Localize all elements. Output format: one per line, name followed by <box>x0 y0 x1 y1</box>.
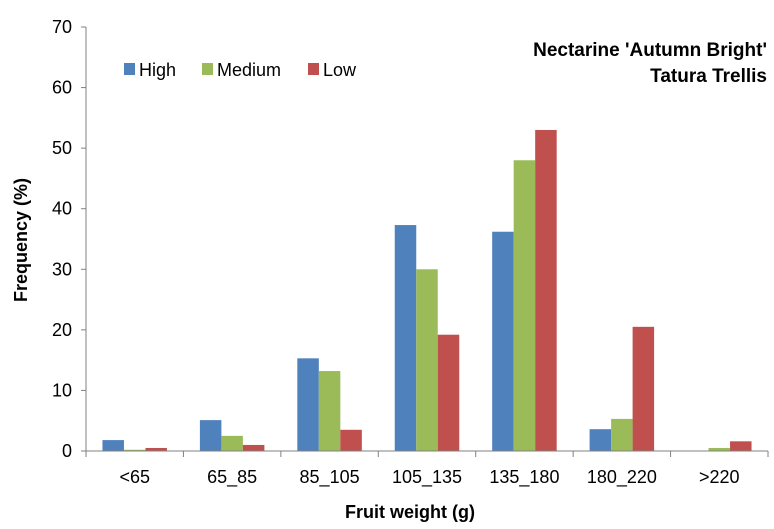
y-tick-label: 30 <box>52 259 72 279</box>
y-tick-label: 60 <box>52 78 72 98</box>
bar-high <box>589 429 612 451</box>
y-tick-label: 20 <box>52 320 72 340</box>
legend-label-medium: Medium <box>217 60 281 80</box>
bar-low <box>730 441 752 451</box>
bars-group <box>102 129 752 451</box>
chart-title-line-2: Tatura Trellis <box>650 66 767 87</box>
bar-high <box>199 420 222 451</box>
y-tick-label: 40 <box>52 199 72 219</box>
y-tick-label: 10 <box>52 380 72 400</box>
bar-low <box>632 326 655 451</box>
y-tick-label: 50 <box>52 138 72 158</box>
bar-medium <box>123 449 146 451</box>
bar-high <box>102 440 124 451</box>
bar-low <box>145 447 167 451</box>
x-axis-ticks: <65 65_85 85_105 105_135 135_180 180_220 >220 <box>85 451 769 488</box>
x-tick-label: <65 <box>119 467 150 487</box>
chart-title-line-1: Nectarine 'Autumn Bright' <box>533 40 767 61</box>
bar-low <box>535 129 557 451</box>
y-axis-ticks: 0 10 20 30 40 50 60 70 <box>52 17 86 461</box>
bar-medium <box>708 447 731 451</box>
x-tick-label: 135_180 <box>489 467 559 488</box>
legend-swatch-low <box>308 63 319 75</box>
y-tick-label: 70 <box>52 17 72 37</box>
bar-medium <box>221 435 243 451</box>
x-axis-title: Fruit weight (g) <box>345 502 475 522</box>
y-tick-label: 0 <box>62 441 72 461</box>
x-tick-label: 85_105 <box>300 467 360 488</box>
bar-high <box>492 231 514 451</box>
x-tick-label: 65_85 <box>207 467 257 488</box>
bar-medium <box>416 269 438 451</box>
bar-medium <box>611 418 633 451</box>
y-axis-title: Frequency (%) <box>11 178 31 302</box>
x-tick-label: >220 <box>699 467 740 487</box>
x-tick-label: 180_220 <box>587 467 657 488</box>
legend-label-low: Low <box>323 60 357 80</box>
bar-high <box>394 225 417 451</box>
bar-low <box>437 334 460 451</box>
legend-swatch-medium <box>202 63 213 75</box>
bar-low <box>242 444 265 451</box>
legend-label-high: High <box>139 60 176 80</box>
legend-swatch-high <box>124 63 135 75</box>
legend: High Medium Low <box>124 60 357 80</box>
bar-high <box>297 358 319 451</box>
bar-medium <box>513 160 536 451</box>
bar-low <box>340 429 362 451</box>
x-tick-label: 105_135 <box>392 467 462 488</box>
bar-medium <box>318 371 341 451</box>
